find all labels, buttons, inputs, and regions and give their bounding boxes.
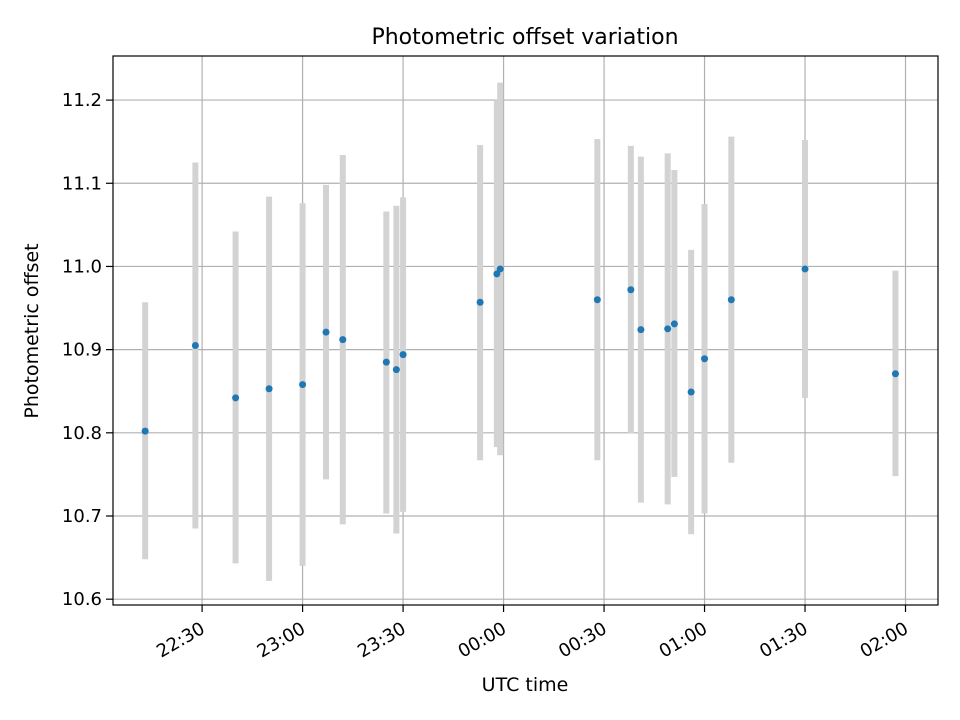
data-point: [701, 355, 709, 363]
data-point: [801, 265, 809, 273]
data-point: [141, 427, 149, 435]
x-axis-label: UTC time: [482, 674, 569, 696]
data-point: [687, 388, 695, 396]
data-point: [493, 270, 501, 278]
data-point: [727, 296, 735, 304]
y-axis-label: Photometric offset: [21, 243, 43, 418]
chart-title: Photometric offset variation: [371, 25, 678, 50]
y-tick-label: 10.6: [62, 589, 102, 610]
y-tick-label: 11.2: [62, 90, 102, 111]
data-point: [627, 286, 635, 294]
data-point: [322, 328, 330, 336]
y-tick-label: 10.7: [62, 506, 102, 527]
data-point: [637, 326, 645, 334]
y-tick-label: 10.9: [62, 340, 102, 361]
data-point: [232, 394, 240, 402]
data-point: [399, 351, 407, 359]
data-point: [299, 381, 307, 389]
data-point: [891, 370, 899, 378]
y-tick-label: 11.1: [62, 173, 102, 194]
data-point: [476, 298, 484, 306]
data-point: [664, 325, 672, 333]
data-point: [496, 265, 504, 273]
y-tick-label: 11.0: [62, 256, 102, 277]
data-point: [265, 385, 273, 393]
data-point: [593, 296, 601, 304]
data-point: [382, 358, 390, 366]
y-tick-label: 10.8: [62, 423, 102, 444]
data-points: [141, 265, 899, 435]
data-point: [392, 366, 400, 374]
data-point: [191, 341, 199, 349]
data-point: [670, 320, 678, 328]
plot-frame: [112, 55, 939, 606]
data-point: [339, 336, 347, 344]
